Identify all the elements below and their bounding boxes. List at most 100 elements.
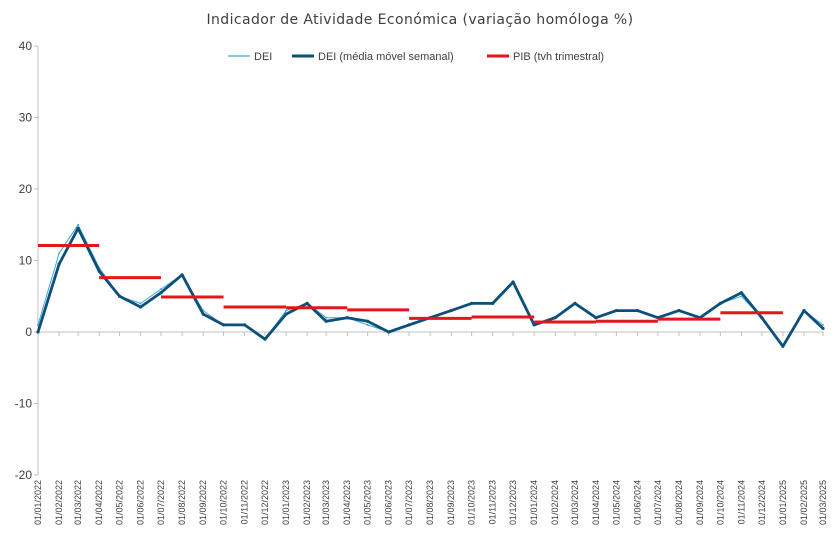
- legend: DEI DEI (média móvel semanal) PIB (tvh tri…: [228, 51, 604, 63]
- x-tick-label: 01/12/2022: [260, 480, 270, 525]
- x-axis: 01/01/2022 01/02/2022 01/03/2022 01/04/2022…: [33, 331, 828, 525]
- x-tick-label: 01/04/2024: [591, 480, 601, 525]
- x-tick-label: 01/10/2022: [219, 480, 229, 525]
- dei-moving-average-point: [781, 344, 785, 348]
- dei-moving-average-point: [36, 330, 40, 334]
- dei-moving-average-point: [821, 326, 825, 331]
- x-tick-label: 01/09/2022: [198, 480, 208, 525]
- x-tick-label: 01/05/2022: [115, 480, 125, 525]
- x-tick-label: 01/11/2024: [736, 480, 746, 524]
- x-tick-label: 01/04/2023: [342, 480, 352, 525]
- dei-daily-point: [37, 323, 39, 326]
- x-tick-label: 01/05/2023: [363, 480, 373, 525]
- dei-moving-average-point: [263, 337, 267, 341]
- x-tick-label: 01/01/2024: [529, 480, 539, 525]
- x-tick-label: 01/06/2024: [632, 480, 642, 525]
- dei-daily-point: [160, 288, 163, 291]
- x-tick-label: 01/12/2023: [508, 480, 518, 525]
- y-tick-label: -20: [15, 468, 33, 482]
- x-tick-label: 01/08/2023: [425, 480, 435, 525]
- x-tick-label: 01/03/2025: [818, 480, 828, 525]
- dei-moving-average-point: [491, 301, 495, 305]
- dei-moving-average-point: [802, 308, 806, 313]
- x-tick-label: 01/10/2023: [467, 480, 477, 525]
- dei-moving-average-point: [718, 301, 722, 305]
- x-tick-label: 01/02/2023: [302, 480, 312, 525]
- x-tick-label: 01/09/2024: [695, 480, 705, 525]
- dei-daily-point: [822, 323, 824, 326]
- legend-label: PIB (tvh trimestral): [513, 51, 604, 63]
- x-tick-label: 01/01/2023: [281, 480, 291, 525]
- dei-moving-average-point: [470, 301, 474, 305]
- dei-moving-average-point: [201, 312, 205, 316]
- dei-moving-average-point: [614, 308, 618, 313]
- dei-moving-average-point: [407, 323, 411, 327]
- plot-area: [36, 223, 825, 348]
- dei-moving-average-point: [532, 323, 536, 327]
- dei-daily-point: [366, 323, 369, 326]
- y-tick-label: 30: [19, 111, 33, 125]
- dei-moving-average-point: [76, 226, 80, 230]
- dei-moving-average-point: [739, 291, 744, 295]
- x-tick-label: 01/01/2022: [33, 480, 43, 525]
- dei-moving-average-point: [345, 316, 349, 320]
- dei-moving-average-point: [511, 280, 515, 284]
- dei-moving-average-point: [573, 301, 577, 305]
- dei-moving-average-line: [36, 226, 824, 348]
- dei-moving-average-point: [553, 316, 557, 320]
- dei-daily-line: [37, 224, 824, 347]
- dei-moving-average-point: [284, 312, 288, 316]
- y-tick-label: 40: [19, 39, 33, 53]
- y-tick-label: 20: [19, 182, 33, 196]
- x-tick-label: 01/01/2025: [778, 480, 788, 525]
- x-tick-label: 01/12/2024: [757, 480, 767, 525]
- dei-moving-average-point: [594, 316, 598, 320]
- dei-moving-average-point: [117, 294, 122, 298]
- x-tick-label: 01/04/2022: [94, 480, 104, 525]
- x-tick-label: 01/08/2022: [177, 480, 187, 525]
- x-tick-label: 01/07/2023: [404, 480, 414, 525]
- x-tick-label: 01/06/2022: [136, 480, 146, 525]
- dei-moving-average-point: [635, 308, 640, 313]
- x-tick-label: 01/02/2022: [54, 480, 64, 525]
- dei-moving-average-point: [305, 301, 309, 305]
- x-tick-label: 01/10/2024: [715, 480, 725, 525]
- y-tick-label: -10: [15, 397, 33, 411]
- dei-daily-point: [740, 295, 743, 298]
- dei-daily-point: [77, 223, 80, 226]
- dei-moving-average-point: [243, 323, 247, 327]
- dei-daily-point: [285, 309, 288, 312]
- x-tick-label: 01/02/2025: [799, 480, 809, 525]
- x-tick-label: 01/07/2024: [653, 480, 663, 525]
- y-tick-label: 0: [25, 325, 32, 339]
- dei-daily-point: [139, 302, 142, 305]
- dei-moving-average-point: [97, 269, 101, 273]
- dei-moving-average-point: [366, 319, 370, 323]
- dei-moving-average-point: [324, 319, 328, 323]
- x-tick-label: 01/03/2024: [570, 480, 580, 525]
- x-tick-label: 01/11/2022: [240, 480, 250, 524]
- x-tick-label: 01/11/2023: [488, 480, 498, 524]
- dei-moving-average-point: [760, 316, 764, 320]
- dei-moving-average-point: [387, 330, 391, 334]
- x-tick-label: 01/09/2023: [446, 480, 456, 525]
- x-tick-label: 01/07/2022: [156, 480, 166, 525]
- y-tick-label: 10: [19, 254, 33, 268]
- x-tick-label: 01/02/2024: [550, 480, 560, 525]
- dei-daily-point: [58, 252, 61, 255]
- legend-label: DEI (média móvel semanal): [318, 51, 454, 63]
- dei-moving-average-point: [57, 262, 61, 266]
- dei-moving-average-point: [677, 308, 681, 313]
- dei-moving-average-point: [180, 273, 184, 277]
- dei-moving-average-point: [139, 305, 143, 309]
- legend-label: DEI: [254, 51, 272, 63]
- x-tick-label: 01/03/2023: [321, 480, 331, 525]
- dei-moving-average-point: [449, 308, 453, 313]
- dei-moving-average-point: [221, 323, 226, 327]
- dei-moving-average-point: [159, 291, 163, 295]
- y-axis: -20 -10 0 10 20 30 40: [15, 39, 39, 482]
- x-tick-label: 01/03/2022: [73, 480, 83, 525]
- chart-title: Indicador de Atividade Económica (variaç…: [207, 12, 634, 28]
- dei-daily-point: [325, 316, 328, 319]
